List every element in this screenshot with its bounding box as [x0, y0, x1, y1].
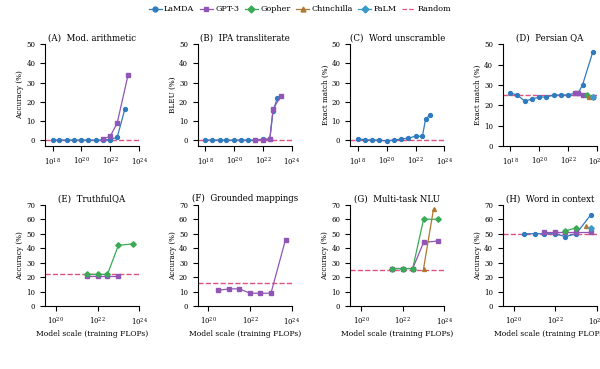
Y-axis label: Accuracy (%): Accuracy (%) — [474, 231, 482, 280]
X-axis label: Model scale (training FLOPs): Model scale (training FLOPs) — [188, 330, 301, 338]
Y-axis label: Accuracy (%): Accuracy (%) — [169, 231, 177, 280]
Title: (F)  Grounded mappings: (F) Grounded mappings — [191, 194, 298, 203]
Y-axis label: Exact match (%): Exact match (%) — [474, 65, 482, 125]
Title: (E)  TruthfulQA: (E) TruthfulQA — [58, 194, 126, 203]
Title: (C)  Word unscramble: (C) Word unscramble — [350, 34, 445, 43]
Title: (A)  Mod. arithmetic: (A) Mod. arithmetic — [48, 34, 136, 43]
Legend: LaMDA, GPT-3, Gopher, Chinchilla, PaLM, Random: LaMDA, GPT-3, Gopher, Chinchilla, PaLM, … — [146, 2, 454, 17]
Title: (D)  Persian QA: (D) Persian QA — [516, 34, 584, 43]
Y-axis label: BLEU (%): BLEU (%) — [169, 77, 177, 113]
X-axis label: Model scale (training FLOPs): Model scale (training FLOPs) — [494, 330, 600, 338]
Title: (G)  Multi-task NLU: (G) Multi-task NLU — [355, 194, 440, 203]
Y-axis label: Accuracy (%): Accuracy (%) — [16, 70, 24, 120]
Y-axis label: Exact match (%): Exact match (%) — [322, 65, 329, 125]
Y-axis label: Accuracy (%): Accuracy (%) — [322, 231, 329, 280]
Title: (H)  Word in context: (H) Word in context — [506, 194, 594, 203]
Y-axis label: Accuracy (%): Accuracy (%) — [16, 231, 24, 280]
X-axis label: Model scale (training FLOPs): Model scale (training FLOPs) — [36, 330, 148, 338]
X-axis label: Model scale (training FLOPs): Model scale (training FLOPs) — [341, 330, 454, 338]
Title: (B)  IPA transliterate: (B) IPA transliterate — [200, 34, 290, 43]
